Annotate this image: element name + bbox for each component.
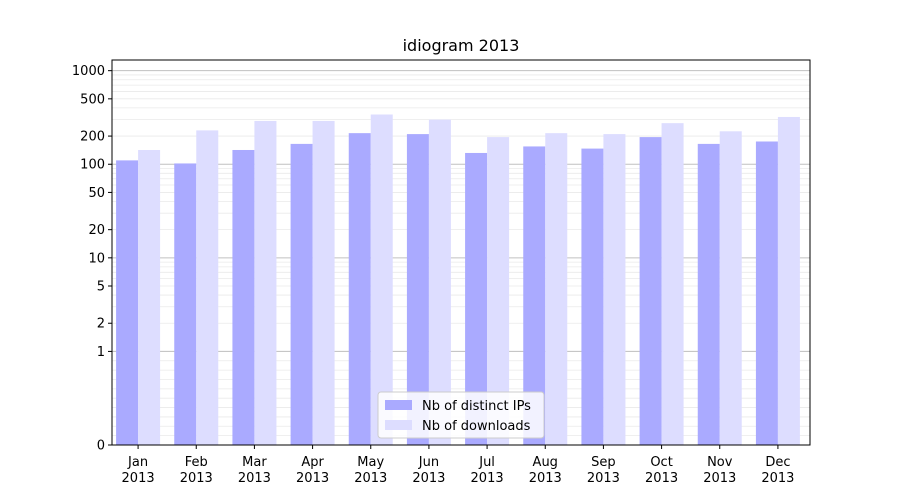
legend: Nb of distinct IPs Nb of downloads [377, 391, 545, 439]
legend-box [377, 391, 545, 439]
x-tick-label: Aug 2013 [529, 455, 562, 486]
bar-distinct-ips [406, 134, 429, 446]
chart-title: idiogram 2013 [403, 36, 520, 55]
bar-distinct-ips [755, 141, 778, 445]
x-tick-label: May 2013 [354, 455, 387, 486]
bar-distinct-ips [348, 133, 371, 446]
bar-distinct-ips [523, 146, 546, 446]
y-tick-label: 5 [97, 280, 105, 295]
y-tick-label: 100 [80, 158, 105, 173]
bar-downloads [661, 123, 684, 446]
x-tick-label: Nov 2013 [703, 455, 736, 486]
bar-distinct-ips [174, 163, 197, 445]
bar-distinct-ips [116, 160, 139, 445]
bar-distinct-ips [232, 149, 255, 445]
bar-downloads [370, 114, 393, 445]
bar-downloads [603, 134, 626, 446]
x-tick-label: Feb 2013 [180, 455, 213, 486]
x-axis: Jan 2013 Feb 2013 Mar 2013 Apr 2013 May 2013 Jun 20… [122, 445, 794, 486]
x-tick-label: Jul 2013 [471, 455, 504, 486]
legend-swatch [385, 420, 412, 430]
bar-downloads [487, 137, 510, 445]
x-tick-label: Jun 2013 [412, 455, 445, 486]
bar-distinct-ips [581, 148, 604, 445]
x-tick-label: Jan 2013 [122, 455, 155, 486]
x-tick-label: Apr 2013 [296, 455, 329, 486]
y-tick-label: 200 [80, 130, 105, 145]
x-tick-label: Mar 2013 [238, 455, 271, 486]
y-tick-label: 50 [88, 186, 105, 201]
bar-distinct-ips [639, 137, 662, 445]
legend-entry: Nb of downloads [422, 419, 531, 434]
y-tick-label: 10 [88, 251, 105, 266]
plot-frame [111, 59, 811, 446]
y-tick-label: 1000 [72, 64, 105, 79]
y-tick-label: 500 [80, 92, 105, 107]
bar-downloads [719, 131, 742, 445]
x-tick-label: Oct 2013 [645, 455, 678, 486]
bar-downloads [777, 116, 800, 446]
y-tick-label: 1 [97, 345, 105, 360]
y-axis: 0 1 2 5 10 20 50 100 200 500 1000 [72, 64, 112, 454]
bar-distinct-ips [697, 143, 720, 445]
bar-downloads [196, 130, 219, 446]
x-tick-label: Dec 2013 [761, 455, 794, 486]
bar-distinct-ips [465, 152, 488, 445]
bar-downloads [312, 120, 335, 445]
legend-swatch [385, 400, 412, 410]
bar-downloads [545, 133, 568, 446]
y-tick-label: 20 [88, 223, 105, 238]
bar-distinct-ips [290, 143, 313, 445]
y-tick-label: 2 [97, 317, 105, 332]
legend-entry: Nb of distinct IPs [422, 399, 531, 414]
y-tick-label: 0 [97, 439, 105, 454]
bar-downloads [138, 149, 161, 445]
bars [116, 114, 800, 446]
x-tick-label: Sep 2013 [587, 455, 620, 486]
bar-downloads [254, 120, 277, 445]
bar-downloads [428, 119, 451, 446]
